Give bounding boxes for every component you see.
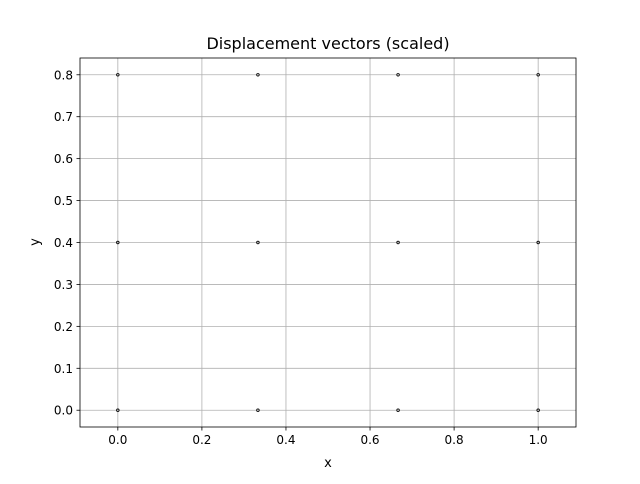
- vector-point: [536, 240, 540, 245]
- vector-point: [396, 408, 400, 412]
- x-tick-label: 0.6: [360, 433, 379, 447]
- y-tick-label: 0.3: [54, 278, 73, 292]
- vector-point: [396, 240, 400, 245]
- y-tick-label: 0.0: [54, 404, 73, 418]
- y-tick-label: 0.7: [54, 110, 73, 124]
- x-tick-label: 1.0: [529, 433, 548, 447]
- x-axis-ticks: 0.0 0.2 0.4 0.6 0.8 1.0: [108, 427, 548, 447]
- x-axis-label: x: [324, 456, 332, 471]
- vector-point: [536, 73, 540, 77]
- chart-title: Displacement vectors (scaled): [206, 34, 449, 53]
- x-tick-label: 0.8: [445, 433, 464, 447]
- grid: [80, 58, 576, 427]
- y-tick-label: 0.5: [54, 194, 73, 208]
- vector-point: [256, 73, 260, 77]
- vector-point: [256, 240, 260, 245]
- y-tick-label: 0.6: [54, 152, 73, 166]
- vector-point: [536, 408, 540, 412]
- y-tick-label: 0.2: [54, 320, 73, 334]
- vector-point: [396, 73, 400, 77]
- y-axis-label: y: [28, 238, 43, 246]
- vector-point: [116, 408, 120, 412]
- x-tick-label: 0.0: [108, 433, 127, 447]
- y-tick-label: 0.8: [54, 68, 73, 82]
- vector-point: [116, 73, 120, 77]
- y-tick-label: 0.1: [54, 362, 73, 376]
- y-axis-ticks: 0.0 0.1 0.2 0.3 0.4 0.5 0.6 0.7 0.8: [54, 68, 80, 418]
- x-tick-label: 0.4: [276, 433, 295, 447]
- data-points: [116, 73, 540, 412]
- vector-point: [256, 408, 260, 412]
- x-tick-label: 0.2: [192, 433, 211, 447]
- vector-point: [116, 240, 120, 245]
- y-tick-label: 0.4: [54, 236, 73, 250]
